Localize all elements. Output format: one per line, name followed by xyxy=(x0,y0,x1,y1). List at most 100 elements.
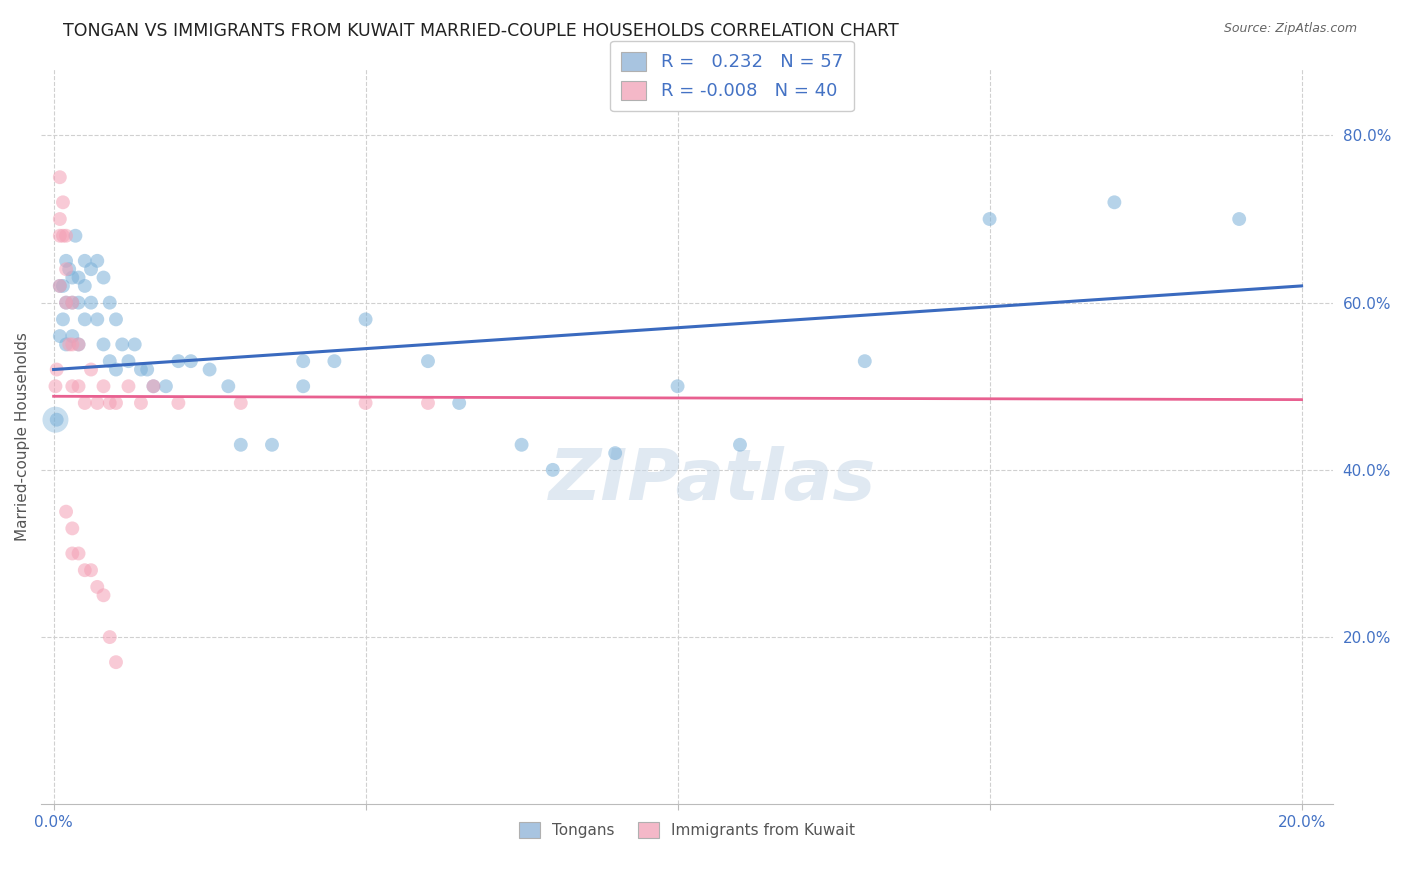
Point xyxy=(49,170,72,185)
Point xyxy=(167,354,190,368)
Point xyxy=(52,228,75,243)
Point xyxy=(180,354,202,368)
Point xyxy=(104,396,127,410)
Point xyxy=(93,270,115,285)
Point xyxy=(354,396,377,410)
Point xyxy=(73,279,96,293)
Point xyxy=(323,354,346,368)
Point xyxy=(229,438,252,452)
Point xyxy=(142,379,165,393)
Point xyxy=(73,396,96,410)
Point xyxy=(86,580,108,594)
Point xyxy=(65,228,87,243)
Point xyxy=(129,396,152,410)
Point xyxy=(136,362,159,376)
Point xyxy=(93,337,115,351)
Point xyxy=(167,396,190,410)
Y-axis label: Married-couple Households: Married-couple Households xyxy=(15,332,30,541)
Point xyxy=(60,295,83,310)
Point xyxy=(217,379,239,393)
Point xyxy=(260,438,283,452)
Point xyxy=(80,262,103,277)
Point xyxy=(80,295,103,310)
Point xyxy=(93,588,115,602)
Point xyxy=(510,438,533,452)
Point xyxy=(49,228,72,243)
Point xyxy=(728,438,751,452)
Point xyxy=(60,379,83,393)
Point xyxy=(86,312,108,326)
Point xyxy=(45,362,67,376)
Point xyxy=(416,354,439,368)
Point xyxy=(73,312,96,326)
Point xyxy=(67,546,90,560)
Point xyxy=(124,337,146,351)
Point xyxy=(354,312,377,326)
Point xyxy=(45,413,67,427)
Point xyxy=(67,337,90,351)
Point xyxy=(117,354,139,368)
Point xyxy=(67,337,90,351)
Point xyxy=(58,337,80,351)
Point xyxy=(55,262,77,277)
Point xyxy=(142,379,165,393)
Point xyxy=(67,295,90,310)
Point xyxy=(60,295,83,310)
Point xyxy=(67,379,90,393)
Point xyxy=(1227,212,1250,227)
Point xyxy=(52,195,75,210)
Point xyxy=(80,563,103,577)
Point xyxy=(60,270,83,285)
Point xyxy=(1104,195,1126,210)
Point xyxy=(55,295,77,310)
Point xyxy=(104,362,127,376)
Point xyxy=(541,463,564,477)
Point xyxy=(49,279,72,293)
Point xyxy=(55,505,77,519)
Point xyxy=(155,379,177,393)
Point xyxy=(93,379,115,393)
Point xyxy=(416,396,439,410)
Point xyxy=(73,563,96,577)
Point xyxy=(60,329,83,343)
Point xyxy=(98,295,121,310)
Point xyxy=(292,354,315,368)
Point xyxy=(129,362,152,376)
Point xyxy=(979,212,1001,227)
Text: ZIPatlas: ZIPatlas xyxy=(550,446,876,515)
Point xyxy=(58,262,80,277)
Point xyxy=(44,379,66,393)
Text: Source: ZipAtlas.com: Source: ZipAtlas.com xyxy=(1223,22,1357,36)
Point xyxy=(52,279,75,293)
Point xyxy=(55,295,77,310)
Point xyxy=(49,279,72,293)
Point xyxy=(67,270,90,285)
Point xyxy=(198,362,221,376)
Point xyxy=(229,396,252,410)
Point xyxy=(666,379,689,393)
Point xyxy=(49,212,72,227)
Point xyxy=(86,396,108,410)
Point xyxy=(60,546,83,560)
Point xyxy=(73,253,96,268)
Point xyxy=(60,521,83,535)
Text: TONGAN VS IMMIGRANTS FROM KUWAIT MARRIED-COUPLE HOUSEHOLDS CORRELATION CHART: TONGAN VS IMMIGRANTS FROM KUWAIT MARRIED… xyxy=(63,22,898,40)
Point xyxy=(449,396,471,410)
Point xyxy=(853,354,876,368)
Point xyxy=(117,379,139,393)
Point xyxy=(605,446,627,460)
Point xyxy=(44,413,66,427)
Point xyxy=(55,228,77,243)
Point xyxy=(98,396,121,410)
Point xyxy=(55,337,77,351)
Point xyxy=(292,379,315,393)
Point xyxy=(111,337,134,351)
Point xyxy=(60,337,83,351)
Point xyxy=(49,329,72,343)
Legend: Tongans, Immigrants from Kuwait: Tongans, Immigrants from Kuwait xyxy=(513,815,862,845)
Point xyxy=(104,655,127,669)
Point xyxy=(52,312,75,326)
Point xyxy=(86,253,108,268)
Point xyxy=(104,312,127,326)
Point xyxy=(98,630,121,644)
